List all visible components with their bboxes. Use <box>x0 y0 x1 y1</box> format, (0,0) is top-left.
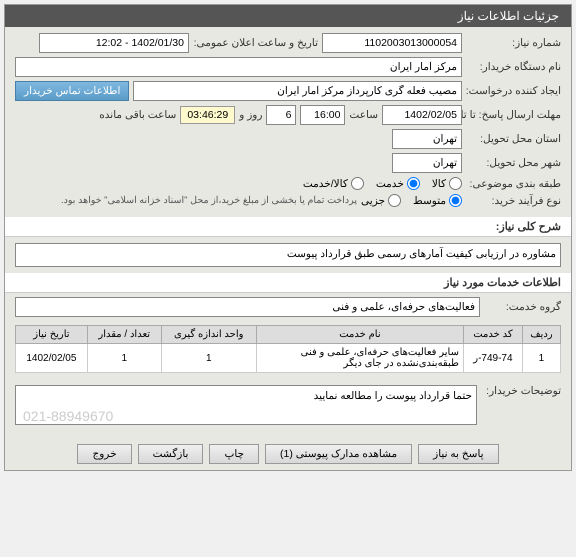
service-group-label: گروه خدمت: <box>486 301 561 313</box>
need-number-label: شماره نیاز: <box>466 37 561 49</box>
buy-type-note: پرداخت تمام یا بخشی از مبلغ خرید،از محل … <box>61 195 357 206</box>
buyer-org-field <box>15 57 462 77</box>
th-name: نام خدمت <box>256 326 463 344</box>
buy-type-group: متوسط جزیی <box>361 194 462 207</box>
service-group-field <box>15 297 480 317</box>
buyer-note-label: توضیحات خریدار: <box>483 385 561 428</box>
deadline-time-field <box>300 105 345 125</box>
city-field <box>392 153 462 173</box>
deadline-days-field <box>266 105 296 125</box>
subject-opt-goods-label: کالا <box>432 178 446 190</box>
button-bar: پاسخ به نیاز مشاهده مدارک پیوستی (1) چاپ… <box>5 438 571 470</box>
need-number-field <box>322 33 462 53</box>
province-field <box>392 129 462 149</box>
th-date: تاریخ نیاز <box>16 326 88 344</box>
description-text: مشاوره در ارزیابی کیفیت آمارهای رسمی طبق… <box>15 243 561 267</box>
deadline-timer-label: ساعت باقی مانده <box>99 109 176 121</box>
contact-buyer-button[interactable]: اطلاعات تماس خریدار <box>15 81 129 101</box>
services-header: اطلاعات خدمات مورد نیاز <box>5 273 571 293</box>
buy-opt-minor-label: جزیی <box>361 195 385 207</box>
subject-opt-both-label: کالا/خدمت <box>303 178 348 190</box>
form-area: شماره نیاز: تاریخ و ساعت اعلان عمومی: نا… <box>5 27 571 217</box>
subject-opt-service-label: خدمت <box>376 178 404 190</box>
attachments-button[interactable]: مشاهده مدارک پیوستی (1) <box>265 444 412 464</box>
city-label: شهر محل تحویل: <box>466 157 561 169</box>
buy-type-label: نوع فرآیند خرید: <box>466 195 561 207</box>
description-header: شرح کلی نیاز: <box>5 217 571 237</box>
table-header-row: ردیف کد خدمت نام خدمت واحد اندازه گیری ت… <box>16 326 561 344</box>
th-idx: ردیف <box>522 326 560 344</box>
deadline-date-field <box>382 105 462 125</box>
exit-button[interactable]: خروج <box>77 444 131 464</box>
print-button[interactable]: چاپ <box>209 444 259 464</box>
back-button[interactable]: بازگشت <box>138 444 204 464</box>
cell-date: 1402/02/05 <box>16 344 88 373</box>
subject-opt-both[interactable]: کالا/خدمت <box>303 177 364 190</box>
reply-button[interactable]: پاسخ به نیاز <box>418 444 498 464</box>
cell-idx: 1 <box>522 344 560 373</box>
main-panel: جزئیات اطلاعات نیاز شماره نیاز: تاریخ و … <box>4 4 572 471</box>
table-row: 1 749-74-ر سایر فعالیت‌های حرفه‌ای، علمی… <box>16 344 561 373</box>
province-label: استان محل تحویل: <box>466 133 561 145</box>
subject-opt-service[interactable]: خدمت <box>376 177 420 190</box>
deadline-timer: 03:46:29 <box>180 106 235 124</box>
subject-class-label: طبقه بندی موضوعی: <box>466 178 561 190</box>
creator-label: ایجاد کننده درخواست: <box>466 85 561 97</box>
panel-title: جزئیات اطلاعات نیاز <box>5 5 571 27</box>
th-qty: تعداد / مقدار <box>87 326 161 344</box>
cell-unit: 1 <box>161 344 256 373</box>
deadline-label: مهلت ارسال پاسخ: تا تاریخ: <box>466 109 561 121</box>
announce-dt-label: تاریخ و ساعت اعلان عمومی: <box>193 37 318 49</box>
creator-field <box>133 81 462 101</box>
services-table: ردیف کد خدمت نام خدمت واحد اندازه گیری ت… <box>15 325 561 373</box>
th-unit: واحد اندازه گیری <box>161 326 256 344</box>
cell-code: 749-74-ر <box>463 344 522 373</box>
subject-opt-goods[interactable]: کالا <box>432 177 462 190</box>
th-code: کد خدمت <box>463 326 522 344</box>
announce-dt-field <box>39 33 189 53</box>
subject-class-group: کالا خدمت کالا/خدمت <box>303 177 462 190</box>
deadline-days-label: روز و <box>239 109 262 121</box>
buy-opt-minor[interactable]: جزیی <box>361 194 401 207</box>
buy-opt-medium-label: متوسط <box>413 195 446 207</box>
buy-opt-medium[interactable]: متوسط <box>413 194 462 207</box>
cell-qty: 1 <box>87 344 161 373</box>
deadline-time-label: ساعت <box>349 109 378 121</box>
cell-name: سایر فعالیت‌های حرفه‌ای، علمی و فنی طبقه… <box>256 344 463 373</box>
buyer-org-label: نام دستگاه خریدار: <box>466 61 561 73</box>
buyer-note-watermark: 021-88949670 <box>23 408 113 424</box>
